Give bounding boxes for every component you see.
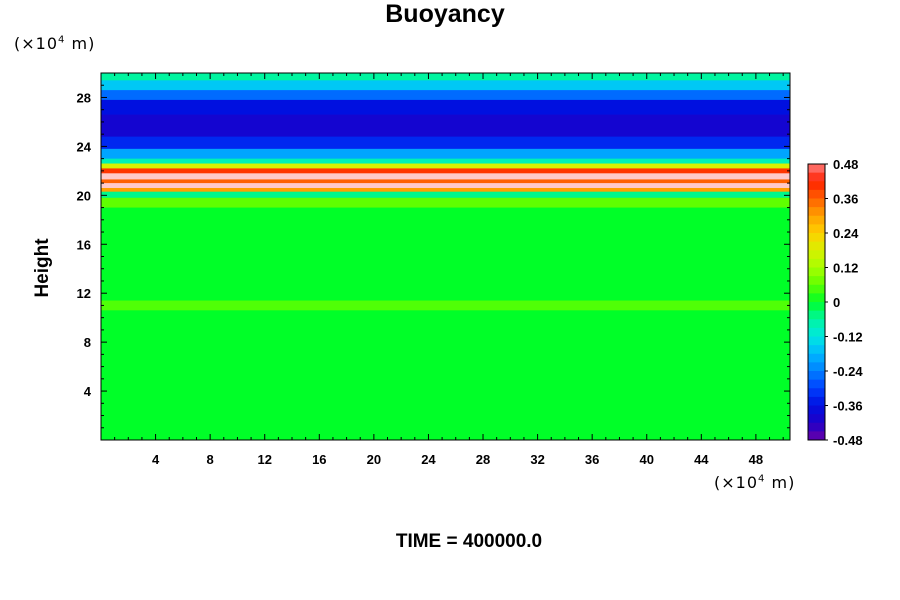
y-axis-unit: (×104 m): [14, 34, 96, 53]
x-tick-label: 20: [367, 452, 381, 467]
x-tick-label: 4: [152, 452, 160, 467]
colorbar-segment: [808, 181, 825, 191]
colorbar-label: 0.48: [833, 157, 858, 172]
colorbar-segment: [808, 431, 825, 441]
heatmap-band: [101, 310, 790, 441]
heatmap-band: [101, 179, 790, 184]
colorbar-segment: [808, 276, 825, 286]
colorbar-segment: [808, 388, 825, 398]
colorbar-segment: [808, 172, 825, 182]
colorbar-segment: [808, 258, 825, 268]
x-tick-label: 24: [421, 452, 436, 467]
colorbar-segment: [808, 353, 825, 363]
colorbar-segment: [808, 396, 825, 406]
colorbar-segment: [808, 379, 825, 389]
heatmap-band: [101, 173, 790, 180]
colorbar-label: -0.48: [833, 433, 863, 448]
y-tick-label: 16: [77, 237, 91, 252]
colorbar-segment: [808, 164, 825, 174]
time-footer: TIME = 400000.0: [395, 531, 543, 552]
colorbar-segment: [808, 336, 825, 346]
x-tick-label: 44: [694, 452, 709, 467]
heatmap-band: [101, 73, 790, 81]
colorbar-segment: [808, 189, 825, 199]
x-tick-label: 16: [312, 452, 326, 467]
colorbar-label: 0: [833, 295, 840, 310]
colorbar-segment: [808, 284, 825, 294]
heatmap-band: [101, 148, 790, 160]
y-tick-label: 24: [77, 139, 92, 154]
heatmap-band: [101, 183, 790, 189]
colorbar-label: -0.24: [833, 364, 863, 379]
colorbar-label: -0.36: [833, 399, 863, 414]
heatmap-band: [101, 187, 790, 193]
colorbar-segment: [808, 405, 825, 415]
colorbar-segment: [808, 414, 825, 424]
chart-title: Buoyancy: [385, 0, 505, 28]
x-tick-label: 28: [476, 452, 490, 467]
colorbar-segment: [808, 362, 825, 372]
x-axis-unit: (×104 m): [714, 473, 796, 492]
colorbar-segment: [808, 327, 825, 337]
y-tick-label: 20: [77, 188, 91, 203]
colorbar-label: 0.24: [833, 226, 859, 241]
colorbar-segment: [808, 267, 825, 277]
heatmap-band: [101, 191, 790, 199]
heatmap-band: [101, 114, 790, 138]
heatmap-band: [101, 99, 790, 116]
colorbar-segment: [808, 310, 825, 320]
colorbar-segment: [808, 241, 825, 251]
heatmap-band: [101, 300, 790, 311]
colorbar-segment: [808, 224, 825, 234]
colorbar-label: 0.12: [833, 261, 858, 276]
y-tick-label: 12: [77, 286, 91, 301]
x-tick-label: 40: [640, 452, 654, 467]
colorbar-label: 0.36: [833, 192, 858, 207]
heatmap-band: [101, 168, 790, 174]
colorbar-segment: [808, 371, 825, 381]
x-tick-label: 12: [257, 452, 271, 467]
x-tick-label: 36: [585, 452, 599, 467]
colorbar-segment: [808, 207, 825, 217]
heatmap-band: [101, 136, 790, 150]
x-tick-label: 32: [530, 452, 544, 467]
heatmap-band: [101, 197, 790, 209]
y-tick-label: 4: [84, 384, 92, 399]
y-tick-label: 8: [84, 335, 91, 350]
colorbar-segment: [808, 250, 825, 260]
colorbar-segment: [808, 345, 825, 355]
y-tick-label: 28: [77, 90, 91, 105]
colorbar-segment: [808, 319, 825, 329]
colorbar-label: -0.12: [833, 330, 863, 345]
colorbar-segment: [808, 302, 825, 312]
colorbar-segment: [808, 293, 825, 303]
heatmap-band: [101, 163, 790, 169]
heatmap-band: [101, 90, 790, 101]
heatmap-band: [101, 80, 790, 91]
colorbar-segment: [808, 198, 825, 208]
colorbar-segment: [808, 233, 825, 243]
heatmap-band: [101, 207, 790, 302]
colorbar-segment: [808, 422, 825, 432]
x-tick-label: 8: [207, 452, 214, 467]
x-tick-label: 48: [749, 452, 763, 467]
colorbar-segment: [808, 215, 825, 225]
heatmap-band: [101, 158, 790, 165]
